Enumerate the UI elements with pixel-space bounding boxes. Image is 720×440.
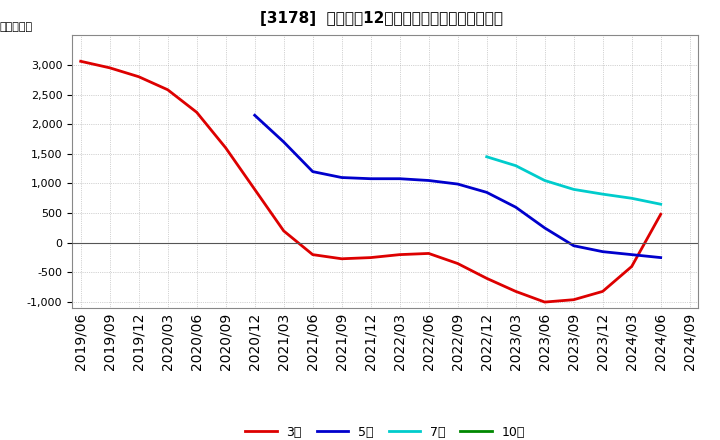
5年 bbox=[366, 176, 375, 181]
Y-axis label: （百万円）: （百万円） bbox=[0, 22, 32, 33]
7年 bbox=[598, 191, 607, 197]
3年 bbox=[163, 87, 172, 92]
5年 bbox=[308, 169, 317, 174]
3年 bbox=[424, 251, 433, 256]
Legend: 3年, 5年, 7年, 10年: 3年, 5年, 7年, 10年 bbox=[240, 421, 530, 440]
Line: 5年: 5年 bbox=[255, 115, 661, 257]
3年 bbox=[627, 264, 636, 269]
Line: 7年: 7年 bbox=[487, 157, 661, 204]
7年 bbox=[482, 154, 491, 159]
5年 bbox=[338, 175, 346, 180]
3年 bbox=[598, 289, 607, 294]
3年 bbox=[570, 297, 578, 302]
5年 bbox=[570, 243, 578, 248]
5年 bbox=[598, 249, 607, 254]
3年 bbox=[105, 65, 114, 70]
3年 bbox=[279, 228, 288, 234]
7年 bbox=[511, 163, 520, 169]
5年 bbox=[627, 252, 636, 257]
3年 bbox=[482, 276, 491, 281]
3年 bbox=[657, 212, 665, 217]
3年 bbox=[221, 145, 230, 150]
5年 bbox=[541, 225, 549, 231]
3年 bbox=[338, 256, 346, 261]
Line: 3年: 3年 bbox=[81, 61, 661, 302]
7年 bbox=[541, 178, 549, 183]
5年 bbox=[395, 176, 404, 181]
3年 bbox=[395, 252, 404, 257]
3年 bbox=[308, 252, 317, 257]
5年 bbox=[657, 255, 665, 260]
3年 bbox=[135, 74, 143, 79]
3年 bbox=[192, 110, 201, 115]
3年 bbox=[454, 261, 462, 266]
5年 bbox=[482, 190, 491, 195]
Text: [3178]  経常利益12か月移動合計の平均値の推移: [3178] 経常利益12か月移動合計の平均値の推移 bbox=[260, 11, 503, 26]
3年 bbox=[76, 59, 85, 64]
7年 bbox=[657, 202, 665, 207]
3年 bbox=[541, 300, 549, 305]
5年 bbox=[454, 181, 462, 187]
5年 bbox=[424, 178, 433, 183]
3年 bbox=[511, 289, 520, 294]
7年 bbox=[570, 187, 578, 192]
7年 bbox=[627, 196, 636, 201]
5年 bbox=[251, 113, 259, 118]
3年 bbox=[366, 255, 375, 260]
5年 bbox=[279, 139, 288, 145]
3年 bbox=[251, 187, 259, 192]
5年 bbox=[511, 205, 520, 210]
